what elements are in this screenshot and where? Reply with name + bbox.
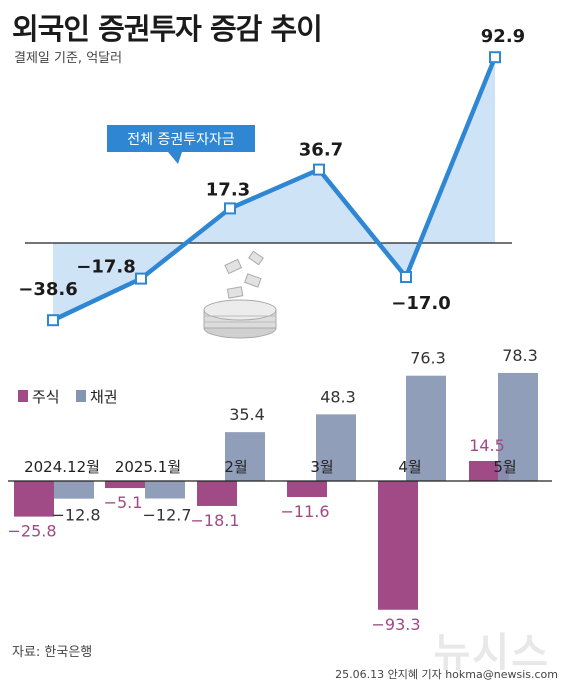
bar-chart: 2024.12월 2025.1월 2월 3월 4월 5월 −25.8 −5.1 −18.1 −11… bbox=[7, 346, 552, 634]
credit-note: 25.06.13 안지혜 기자 hokma@newsis.com bbox=[335, 668, 558, 681]
money-stack-icon bbox=[203, 250, 277, 339]
bond-value-label-5: 76.3 bbox=[410, 349, 446, 368]
total-value-label-6: 92.9 bbox=[481, 26, 525, 47]
x-tick-label-3: 2월 bbox=[224, 458, 247, 476]
stock-value-label-4: −11.6 bbox=[280, 502, 329, 521]
bond-bar-6 bbox=[498, 372, 538, 481]
total-series-line bbox=[52, 56, 498, 323]
legend-label-stocks: 주식 bbox=[32, 388, 60, 406]
stock-value-label-3: −18.1 bbox=[190, 511, 239, 530]
bond-bar-5 bbox=[406, 375, 446, 481]
stock-bar-3 bbox=[197, 481, 237, 506]
chart-title: 외국인 증권투자 증감 추이 bbox=[12, 12, 323, 46]
stock-bar-4 bbox=[287, 481, 327, 498]
bond-bar-1 bbox=[54, 481, 94, 499]
total-value-label-3: 17.3 bbox=[206, 179, 250, 200]
total-point-2 bbox=[135, 272, 147, 285]
bond-value-label-1: −12.8 bbox=[51, 506, 100, 525]
callout-label: 전체 증권투자자금 bbox=[127, 132, 235, 148]
watermark: 뉴시스 bbox=[433, 630, 550, 676]
callout-pointer bbox=[168, 152, 182, 164]
chart-subtitle: 결제일 기준, 억달러 bbox=[14, 51, 123, 66]
total-value-label-2: −17.8 bbox=[76, 257, 136, 278]
x-tick-label-4: 3월 bbox=[310, 458, 333, 476]
line-chart: −38.6−17.8 17.3 36.7 −17.0 92.9 전체 증권투자자금 bbox=[18, 26, 525, 327]
total-point-1 bbox=[47, 314, 59, 327]
total-value-label-5: −17.0 bbox=[391, 293, 451, 314]
total-series-callout: 전체 증권투자자금 bbox=[107, 125, 255, 164]
bond-bar-3 bbox=[225, 432, 265, 481]
source-note: 자료: 한국은행 bbox=[12, 645, 93, 660]
stock-bar-1 bbox=[14, 481, 54, 517]
legend-label-bonds: 채권 bbox=[90, 388, 118, 406]
stock-value-label-2: −5.1 bbox=[104, 493, 143, 512]
x-tick-label-2: 2025.1월 bbox=[115, 458, 181, 476]
total-area-fill bbox=[53, 57, 495, 321]
legend-swatch-stocks bbox=[18, 390, 28, 402]
stock-bar-2 bbox=[105, 481, 145, 489]
legend: 주식 채권 bbox=[18, 388, 118, 406]
stock-value-label-1: −25.8 bbox=[7, 522, 56, 541]
bond-value-label-3: 35.4 bbox=[229, 405, 265, 424]
bond-bar-4 bbox=[316, 414, 356, 481]
stock-bar-5 bbox=[378, 481, 418, 610]
stock-value-label-5: −93.3 bbox=[371, 615, 420, 634]
total-point-4 bbox=[313, 163, 325, 176]
bond-value-label-2: −12.7 bbox=[142, 506, 191, 525]
x-tick-label-5: 4월 bbox=[398, 458, 421, 476]
bond-value-label-4: 48.3 bbox=[320, 387, 356, 406]
bond-bar-2 bbox=[145, 481, 185, 499]
total-point-5 bbox=[400, 271, 412, 283]
bond-value-label-6: 78.3 bbox=[502, 346, 538, 365]
callout-box bbox=[107, 125, 255, 152]
total-value-label-1: −38.6 bbox=[18, 279, 78, 300]
legend-swatch-bonds bbox=[76, 390, 86, 402]
total-value-label-4: 36.7 bbox=[299, 140, 343, 161]
stock-value-label-6: 14.5 bbox=[469, 436, 505, 455]
total-point-3 bbox=[224, 202, 236, 215]
x-tick-label-1: 2024.12월 bbox=[24, 458, 100, 476]
x-tick-label-6: 5월 bbox=[493, 458, 516, 476]
total-point-6 bbox=[489, 51, 501, 64]
